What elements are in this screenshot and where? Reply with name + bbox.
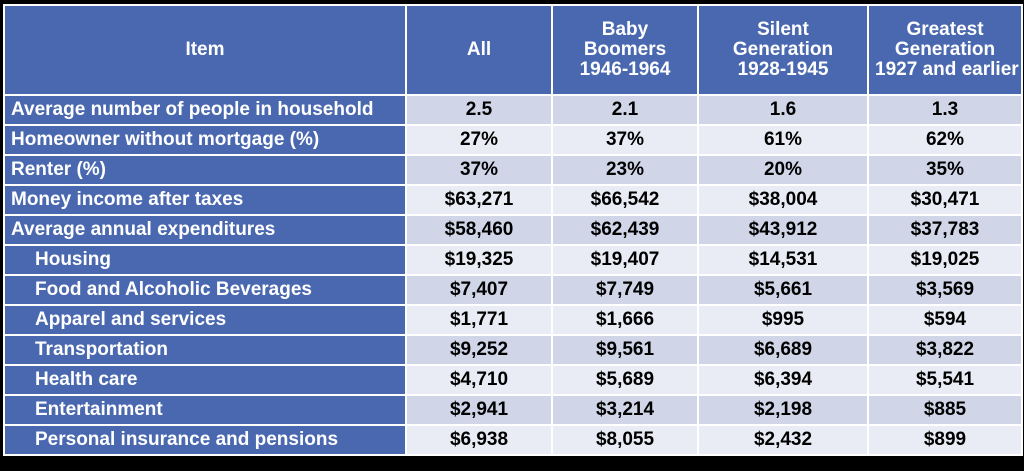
column-header-line: Boomers — [583, 39, 667, 60]
table-cell: $899 — [869, 426, 1021, 454]
table-row: Personal insurance and pensions $6,938 $8,… — [5, 426, 1021, 454]
data-table: Item All Baby Boomers 1946-1964 Silent Generat… — [3, 4, 1023, 456]
table-row: Food and Alcoholic Beverages $7,407 $7,749… — [5, 276, 1021, 304]
table-cell: $4,710 — [407, 366, 551, 394]
table-cell: 37% — [553, 126, 697, 154]
table-row: Money income after taxes $63,271 $66,542 $3… — [5, 186, 1021, 214]
row-label: Average number of people in household — [5, 96, 405, 124]
table-cell: $63,271 — [407, 186, 551, 214]
table-cell: $995 — [699, 306, 867, 334]
row-label: Renter (%) — [5, 156, 405, 184]
table-cell: 1.6 — [699, 96, 867, 124]
column-header-line: Item — [185, 39, 225, 60]
column-header-line: Silent — [757, 19, 809, 40]
table-cell: $38,004 — [699, 186, 867, 214]
table-cell: $30,471 — [869, 186, 1021, 214]
header-row: Item All Baby Boomers 1946-1964 Silent Generat… — [5, 6, 1021, 94]
table-cell: $7,407 — [407, 276, 551, 304]
header-item: Item — [5, 6, 405, 94]
column-header-line: Greatest — [906, 19, 984, 40]
row-label: Housing — [5, 246, 405, 274]
table-cell: 23% — [553, 156, 697, 184]
column-header-line: Generation — [732, 39, 834, 60]
table-cell: 62% — [869, 126, 1021, 154]
row-label: Apparel and services — [5, 306, 405, 334]
table-cell: 37% — [407, 156, 551, 184]
table-cell: 35% — [869, 156, 1021, 184]
row-label: Money income after taxes — [5, 186, 405, 214]
table-cell: $6,394 — [699, 366, 867, 394]
table-cell: $2,198 — [699, 396, 867, 424]
header-baby-boomers: Baby Boomers 1946-1964 — [553, 6, 697, 94]
column-header-line: All — [466, 39, 492, 60]
row-label: Average annual expenditures — [5, 216, 405, 244]
table-cell: $1,771 — [407, 306, 551, 334]
table-row: Average number of people in household 2.5… — [5, 96, 1021, 124]
table-cell: 1.3 — [869, 96, 1021, 124]
table-cell: 2.1 — [553, 96, 697, 124]
table-cell: $2,941 — [407, 396, 551, 424]
table-cell: $3,822 — [869, 336, 1021, 364]
table-cell: 2.5 — [407, 96, 551, 124]
table-cell: $5,541 — [869, 366, 1021, 394]
table-cell: $14,531 — [699, 246, 867, 274]
table-row: Housing $19,325 $19,407 $14,531 $19,025 — [5, 246, 1021, 274]
row-label: Entertainment — [5, 396, 405, 424]
column-header-line: Generation — [894, 39, 996, 60]
table-body: Average number of people in household 2.5… — [5, 96, 1021, 454]
header-greatest-generation: Greatest Generation 1927 and earlier — [869, 6, 1021, 94]
table-cell: $8,055 — [553, 426, 697, 454]
table-cell: $66,542 — [553, 186, 697, 214]
table-cell: $58,460 — [407, 216, 551, 244]
column-header-line: 1927 and earlier — [875, 59, 1019, 80]
row-label: Transportation — [5, 336, 405, 364]
table-row: Homeowner without mortgage (%) 27% 37% 61% 6… — [5, 126, 1021, 154]
table-row: Average annual expenditures $58,460 $62,43… — [5, 216, 1021, 244]
table-cell: $594 — [869, 306, 1021, 334]
table-cell: $19,407 — [553, 246, 697, 274]
header-all: All — [407, 6, 551, 94]
column-header-line: Baby — [601, 19, 649, 40]
table-row: Entertainment $2,941 $3,214 $2,198 $885 — [5, 396, 1021, 424]
row-label: Health care — [5, 366, 405, 394]
row-label: Personal insurance and pensions — [5, 426, 405, 454]
column-header-line: 1928-1945 — [737, 59, 829, 80]
table-cell: $37,783 — [869, 216, 1021, 244]
table-row: Health care $4,710 $5,689 $6,394 $5,541 — [5, 366, 1021, 394]
table-cell: $6,689 — [699, 336, 867, 364]
table-cell: $5,689 — [553, 366, 697, 394]
table-cell: $1,666 — [553, 306, 697, 334]
table-cell: $5,661 — [699, 276, 867, 304]
table-cell: $7,749 — [553, 276, 697, 304]
table-cell: $9,561 — [553, 336, 697, 364]
table-cell: $3,569 — [869, 276, 1021, 304]
table-cell: $62,439 — [553, 216, 697, 244]
column-header-line: 1946-1964 — [579, 59, 671, 80]
table-cell: 61% — [699, 126, 867, 154]
header-silent-generation: Silent Generation 1928-1945 — [699, 6, 867, 94]
row-label: Homeowner without mortgage (%) — [5, 126, 405, 154]
row-label: Food and Alcoholic Beverages — [5, 276, 405, 304]
table-row: Apparel and services $1,771 $1,666 $995 $594 — [5, 306, 1021, 334]
table-cell: $885 — [869, 396, 1021, 424]
table-cell: 20% — [699, 156, 867, 184]
table-cell: $19,325 — [407, 246, 551, 274]
table-row: Renter (%) 37% 23% 20% 35% — [5, 156, 1021, 184]
table-cell: $6,938 — [407, 426, 551, 454]
table-cell: 27% — [407, 126, 551, 154]
table-cell: $9,252 — [407, 336, 551, 364]
table-row: Transportation $9,252 $9,561 $6,689 $3,822 — [5, 336, 1021, 364]
table-cell: $3,214 — [553, 396, 697, 424]
table-cell: $19,025 — [869, 246, 1021, 274]
table-cell: $43,912 — [699, 216, 867, 244]
table-cell: $2,432 — [699, 426, 867, 454]
